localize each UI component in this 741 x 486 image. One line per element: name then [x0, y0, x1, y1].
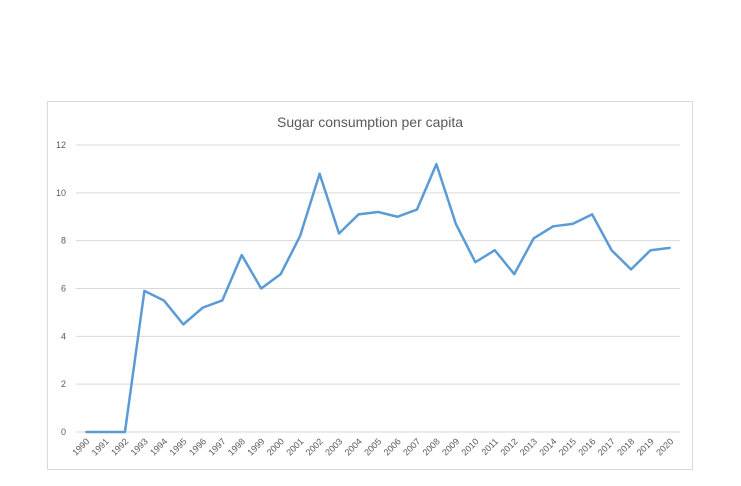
x-tick-label: 2010: [460, 436, 481, 457]
data-point: [318, 172, 321, 175]
y-tick-label: 0: [61, 427, 66, 437]
data-point: [552, 225, 555, 228]
data-point: [630, 268, 633, 271]
chart-title: Sugar consumption per capita: [277, 114, 463, 130]
x-tick-label: 2019: [635, 436, 656, 457]
data-point: [143, 289, 146, 292]
data-point: [377, 210, 379, 213]
data-point: [260, 287, 263, 290]
x-tick-label: 2018: [615, 436, 636, 457]
data-point: [299, 234, 302, 237]
x-tick-label: 2014: [537, 436, 558, 457]
data-point: [474, 261, 477, 264]
data-point: [357, 213, 360, 216]
x-tick-label: 2004: [343, 436, 364, 457]
x-tick-label: 2016: [576, 436, 597, 457]
data-point: [532, 237, 535, 240]
y-tick-label: 12: [56, 140, 66, 150]
x-tick-label: 1990: [70, 436, 91, 457]
y-tick-label: 4: [61, 331, 66, 341]
x-tick-label: 2003: [323, 436, 344, 457]
x-tick-label: 2007: [401, 436, 422, 457]
x-tick-label: 2020: [654, 436, 675, 457]
x-tick-label: 2000: [265, 436, 286, 457]
chart-frame: [47, 101, 693, 470]
y-tick-label: 10: [56, 188, 66, 198]
data-point: [513, 273, 516, 276]
x-tick-label: 2015: [557, 436, 578, 457]
data-point: [201, 306, 204, 309]
data-point: [162, 299, 165, 302]
data-point: [279, 273, 282, 276]
data-point: [435, 163, 438, 166]
x-tick-label: 2013: [518, 436, 539, 457]
x-tick-label: 1992: [109, 436, 130, 457]
x-tick-label: 1998: [226, 436, 247, 457]
data-point: [591, 213, 594, 216]
x-tick-label: 1994: [148, 436, 169, 457]
y-tick-label: 8: [61, 236, 66, 246]
data-point: [123, 431, 126, 433]
data-point: [240, 254, 243, 257]
x-tick-label: 2012: [498, 436, 519, 457]
data-point: [415, 208, 418, 211]
data-point: [493, 249, 496, 252]
x-tick-label: 1991: [90, 436, 111, 457]
data-point: [85, 431, 87, 433]
data-point: [338, 232, 341, 235]
data-point: [649, 249, 652, 252]
data-point: [669, 246, 671, 249]
x-tick-label: 2006: [382, 436, 403, 457]
x-tick-label: 2002: [304, 436, 325, 457]
data-point: [396, 215, 399, 218]
x-tick-label: 2005: [362, 436, 383, 457]
data-point: [571, 222, 574, 225]
y-tick-label: 2: [61, 379, 66, 389]
series-line: [86, 162, 671, 434]
x-tick-label: 1996: [187, 436, 208, 457]
data-point: [454, 222, 457, 225]
data-point: [221, 299, 224, 302]
x-tick-label: 2008: [421, 436, 442, 457]
x-tick-label: 1995: [168, 436, 189, 457]
x-tick-label: 2009: [440, 436, 461, 457]
x-tick-label: 1997: [206, 436, 227, 457]
data-point: [182, 323, 185, 326]
x-tick-label: 1999: [245, 436, 266, 457]
x-tick-label: 2017: [596, 436, 617, 457]
y-tick-label: 6: [61, 284, 66, 294]
data-point: [104, 431, 107, 433]
x-tick-label: 1993: [129, 436, 150, 457]
x-tick-label: 2001: [284, 436, 305, 457]
data-point: [610, 249, 613, 252]
x-tick-label: 2011: [479, 436, 500, 457]
